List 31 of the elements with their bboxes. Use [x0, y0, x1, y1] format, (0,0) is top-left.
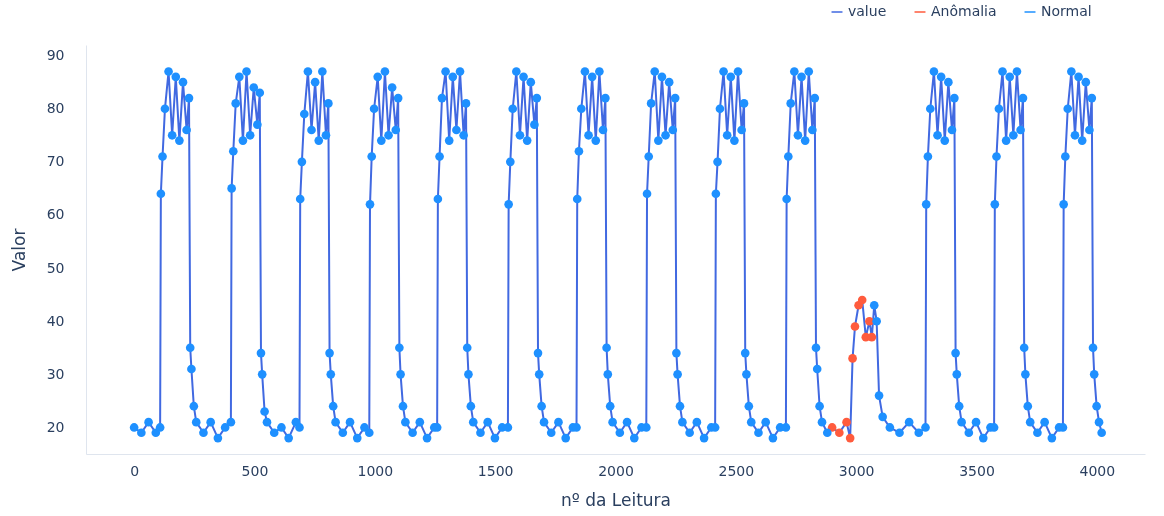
point [827, 423, 837, 432]
x-tick-label: 500 [241, 462, 269, 479]
point [835, 428, 844, 438]
point [867, 332, 877, 342]
y-axis-title: Valor [8, 228, 29, 272]
point [848, 354, 857, 363]
y-tick-label: 90 [46, 47, 65, 64]
y-tick-label: 40 [46, 312, 65, 329]
x-axis-title: nº da Leitura [560, 489, 672, 510]
point [845, 433, 855, 443]
y-tick-label: 80 [46, 100, 65, 117]
y-tick-label: 50 [46, 259, 65, 276]
legend-label: value [848, 3, 887, 19]
x-tick-label: 0 [130, 462, 140, 479]
x-tick-label: 2000 [598, 462, 634, 479]
y-tick-label: 20 [46, 418, 65, 435]
x-tick-label: 1000 [357, 462, 394, 479]
x-tick-label: 3500 [959, 462, 995, 479]
point [865, 316, 874, 326]
x-tick-label: 3000 [838, 462, 875, 479]
x-tick-label: 1500 [477, 462, 514, 479]
legend-label: Normal [1041, 3, 1092, 19]
x-tick-label: 4000 [1079, 462, 1116, 479]
y-tick-label: 60 [46, 206, 65, 223]
x-tick-label: 2500 [718, 462, 755, 479]
y-tick-label: 70 [46, 153, 65, 170]
point [842, 417, 851, 427]
legend-label: Anômalia [931, 3, 997, 19]
point [850, 322, 860, 331]
y-tick-label: 30 [46, 365, 65, 382]
point [857, 295, 867, 305]
